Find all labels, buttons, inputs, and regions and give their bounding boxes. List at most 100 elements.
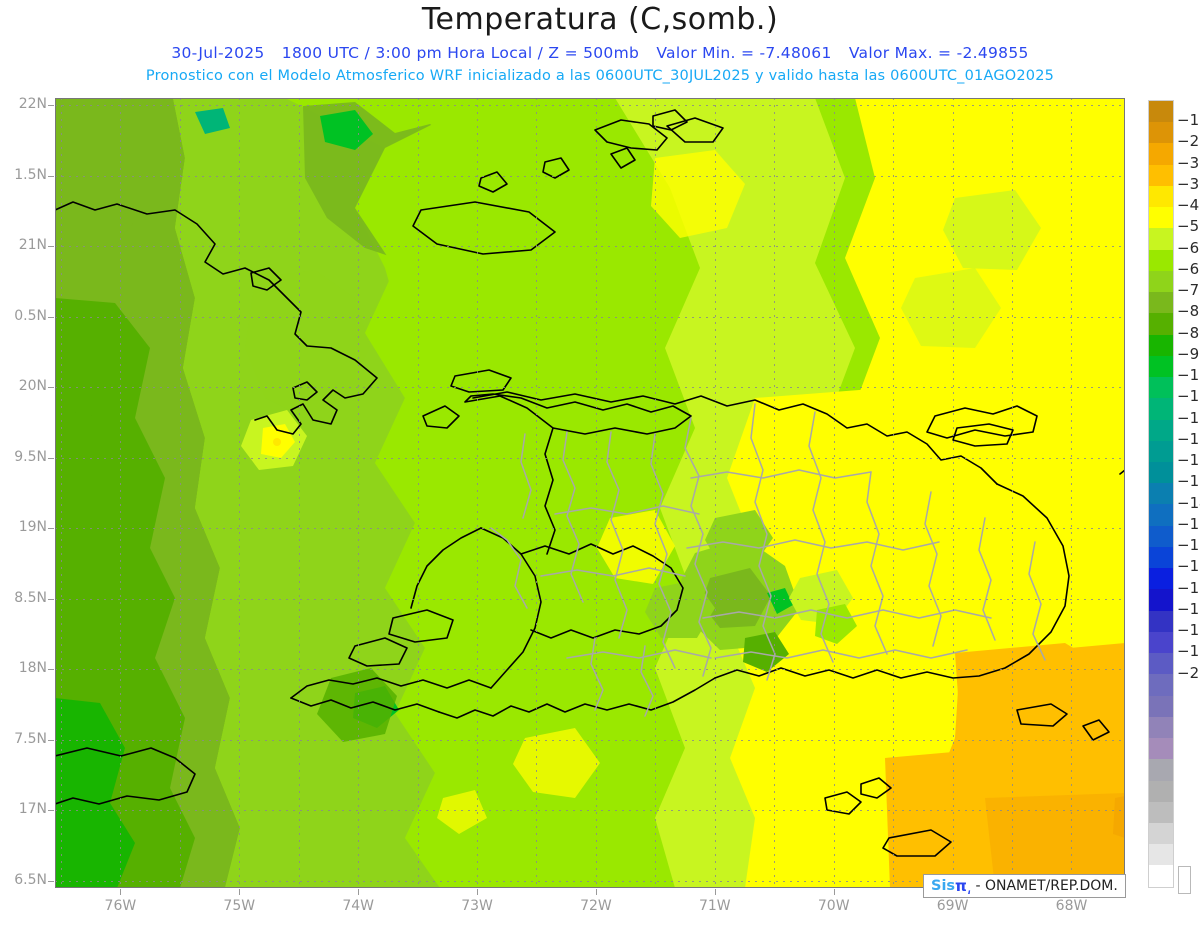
latitude-tick — [48, 881, 54, 882]
latitude-tick — [48, 810, 54, 811]
colorbar-swatch — [1149, 185, 1173, 208]
colorbar-swatch — [1149, 674, 1173, 696]
colorbar-tick-label: −12.3 — [1177, 429, 1200, 448]
colorbar-tick-label: −17.2 — [1177, 578, 1200, 597]
longitude-label: 69W — [936, 898, 969, 914]
colorbar-swatch — [1149, 483, 1173, 505]
longitude-label: 76W — [104, 898, 137, 914]
colorbar-tick-label: −17.9 — [1177, 599, 1200, 618]
longitude-label: 72W — [580, 898, 612, 914]
colorbar-swatch — [1149, 822, 1173, 845]
blob-dr-cordillera-core — [701, 568, 771, 628]
colorbar-swatch — [1149, 780, 1173, 802]
colorbar-tick-label: −15.1 — [1177, 514, 1200, 533]
colorbar-tick-label: −3.2 — [1177, 153, 1200, 172]
blob-haiti-south-olive — [317, 668, 397, 742]
longitude-label: 71W — [698, 898, 731, 914]
forecast-local-time: 3:00 pm Hora Local — [375, 44, 533, 62]
patch-ne-2 — [901, 268, 1001, 348]
latitude-tick — [48, 387, 54, 388]
orange-edge-right — [1113, 796, 1125, 838]
forecast-level: Z = 500mb — [548, 44, 640, 62]
colorbar-tick-label: −15.8 — [1177, 536, 1200, 555]
max-value-label: Valor Max. = — [848, 44, 952, 62]
latitude-tick — [48, 669, 54, 670]
weather-map-plot — [55, 98, 1125, 888]
yellow-patch-south — [513, 728, 600, 798]
colorbar-swatch — [1149, 355, 1173, 378]
colorbar-swatch — [1149, 249, 1173, 271]
longitude-tick — [715, 889, 716, 895]
longitude-label: 68W — [1055, 898, 1088, 914]
colorbar-tick-label: −4.6 — [1177, 196, 1200, 215]
latitude-label: 22N — [18, 96, 47, 113]
colorbar-tick-label: −18.6 — [1177, 621, 1200, 640]
logo-org-text: - ONAMET/REP.DOM. — [975, 878, 1118, 894]
colorbar-tick-label: −3.9 — [1177, 174, 1200, 193]
colorbar-labels: −1.8 −2.5 −3.2 −3.9 −4.6 −5.3 −6 −6.7 −7.4 −8.1 −8… — [1172, 100, 1200, 890]
colorbar-swatch — [1149, 377, 1173, 399]
longitude-label: 70W — [817, 898, 850, 914]
colorbar-swatch — [1149, 292, 1173, 314]
latitude-tick — [48, 740, 54, 741]
longitude-label: 73W — [461, 898, 493, 914]
colorbar-swatch — [1149, 164, 1173, 186]
latitude-tick — [48, 105, 54, 106]
colorbar-swatch — [1149, 653, 1173, 675]
colorbar-swatch — [1149, 398, 1173, 420]
min-value: -7.48061 — [759, 44, 832, 62]
longitude-tick — [358, 889, 359, 895]
latitude-label: 8.5N — [14, 589, 47, 606]
latitude-label: 17N — [18, 801, 47, 818]
latitude-label: 1.5N — [14, 166, 47, 183]
colorbar-tick-label: −5.3 — [1177, 217, 1200, 236]
blob-dr-green-dot — [767, 588, 793, 614]
longitude-label: 74W — [342, 898, 374, 914]
latitude-label: 9.5N — [14, 448, 47, 465]
colorbar-swatch — [1149, 313, 1173, 335]
colorbar-tick-label: −13.7 — [1177, 472, 1200, 491]
latitude-tick — [48, 458, 54, 459]
blob-dr-n1 — [705, 510, 773, 564]
colorbar-swatch — [1149, 865, 1173, 887]
colorbar-swatch — [1149, 504, 1173, 526]
colorbar-tick-label: −11.6 — [1177, 408, 1200, 427]
logo-sis-text: Sis — [931, 878, 956, 894]
latitude-label: 0.5N — [14, 307, 47, 324]
attribution-logo: Sis π͵ - ONAMET/REP.DOM. — [923, 874, 1126, 898]
longitude-tick — [239, 889, 240, 895]
colorbar-tick-label: −20 — [1177, 663, 1200, 682]
colorbar-swatch — [1149, 568, 1173, 590]
patch-w-2 — [69, 368, 125, 418]
colorbar-swatch — [1149, 419, 1173, 441]
latitude-tick — [48, 176, 54, 177]
colorbar-swatch — [1149, 716, 1173, 739]
colorbar-swatch — [1149, 738, 1173, 760]
longitude-tick — [834, 889, 835, 895]
colorbar-tick-label: −16.5 — [1177, 557, 1200, 576]
page-title: Temperatura (C,somb.) — [421, 2, 779, 37]
blob-haiti-nw — [245, 270, 370, 418]
latitude-tick — [48, 599, 54, 600]
orange-se-deep — [985, 793, 1125, 888]
corner-marker — [1178, 866, 1191, 894]
coastline-layer — [55, 109, 1125, 857]
max-value: -2.49855 — [956, 44, 1029, 62]
longitude-tick — [596, 889, 597, 895]
latitude-label: 18N — [18, 660, 47, 677]
latitude-tick — [48, 317, 54, 318]
longitude-tick — [120, 889, 121, 895]
colorbar-swatch — [1149, 270, 1173, 293]
colorbar-swatch — [1149, 143, 1173, 165]
latitude-label: 7.5N — [14, 730, 47, 747]
colorbar-swatch — [1149, 801, 1173, 823]
colorbar-swatch — [1149, 101, 1173, 123]
separator-1: / — [364, 44, 371, 62]
colorbar-swatch — [1149, 440, 1173, 462]
longitude-tick — [477, 889, 478, 895]
blob-nw-green — [320, 110, 373, 150]
colorbar-swatch — [1149, 759, 1173, 781]
colorbar-swatch — [1149, 207, 1173, 229]
min-value-label: Valor Min. = — [656, 44, 755, 62]
yellow-patch-north — [651, 150, 745, 238]
